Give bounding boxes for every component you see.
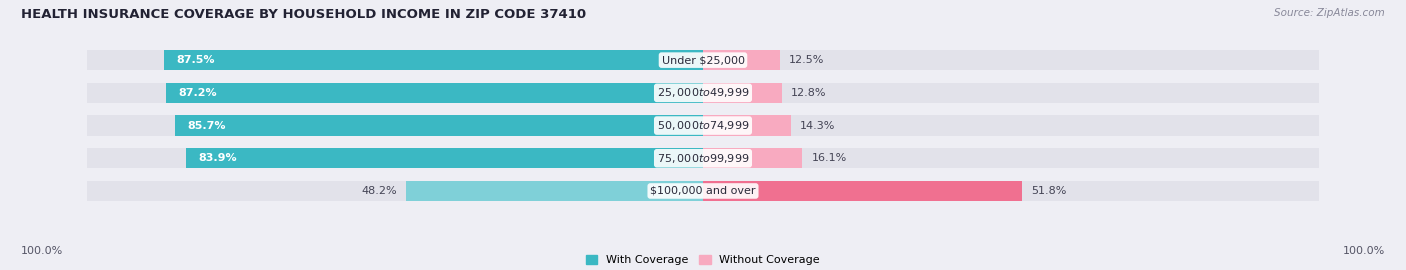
Text: 85.7%: 85.7% xyxy=(187,120,226,131)
Bar xyxy=(166,83,703,103)
Text: 12.8%: 12.8% xyxy=(792,88,827,98)
Bar xyxy=(703,148,803,168)
Text: 16.1%: 16.1% xyxy=(811,153,846,163)
Text: 12.5%: 12.5% xyxy=(789,55,824,65)
Text: 87.5%: 87.5% xyxy=(176,55,215,65)
Bar xyxy=(165,50,703,70)
Bar xyxy=(703,50,780,70)
Bar xyxy=(87,50,1319,70)
Text: $100,000 and over: $100,000 and over xyxy=(650,186,756,196)
Text: HEALTH INSURANCE COVERAGE BY HOUSEHOLD INCOME IN ZIP CODE 37410: HEALTH INSURANCE COVERAGE BY HOUSEHOLD I… xyxy=(21,8,586,21)
Text: 83.9%: 83.9% xyxy=(198,153,238,163)
Text: 51.8%: 51.8% xyxy=(1032,186,1067,196)
Bar xyxy=(87,148,1319,168)
Text: Under $25,000: Under $25,000 xyxy=(661,55,745,65)
Bar xyxy=(87,115,1319,136)
Bar xyxy=(703,83,782,103)
Legend: With Coverage, Without Coverage: With Coverage, Without Coverage xyxy=(582,251,824,270)
Text: 100.0%: 100.0% xyxy=(1343,247,1385,256)
Bar xyxy=(87,181,1319,201)
Bar xyxy=(703,115,792,136)
Bar xyxy=(186,148,703,168)
Bar xyxy=(406,181,703,201)
Text: $25,000 to $49,999: $25,000 to $49,999 xyxy=(657,86,749,99)
Text: $50,000 to $74,999: $50,000 to $74,999 xyxy=(657,119,749,132)
Text: 100.0%: 100.0% xyxy=(21,247,63,256)
Text: 14.3%: 14.3% xyxy=(800,120,835,131)
Bar xyxy=(87,83,1319,103)
Text: 87.2%: 87.2% xyxy=(179,88,217,98)
Bar xyxy=(703,181,1022,201)
Bar xyxy=(176,115,703,136)
Text: 48.2%: 48.2% xyxy=(361,186,396,196)
Text: Source: ZipAtlas.com: Source: ZipAtlas.com xyxy=(1274,8,1385,18)
Text: $75,000 to $99,999: $75,000 to $99,999 xyxy=(657,152,749,165)
